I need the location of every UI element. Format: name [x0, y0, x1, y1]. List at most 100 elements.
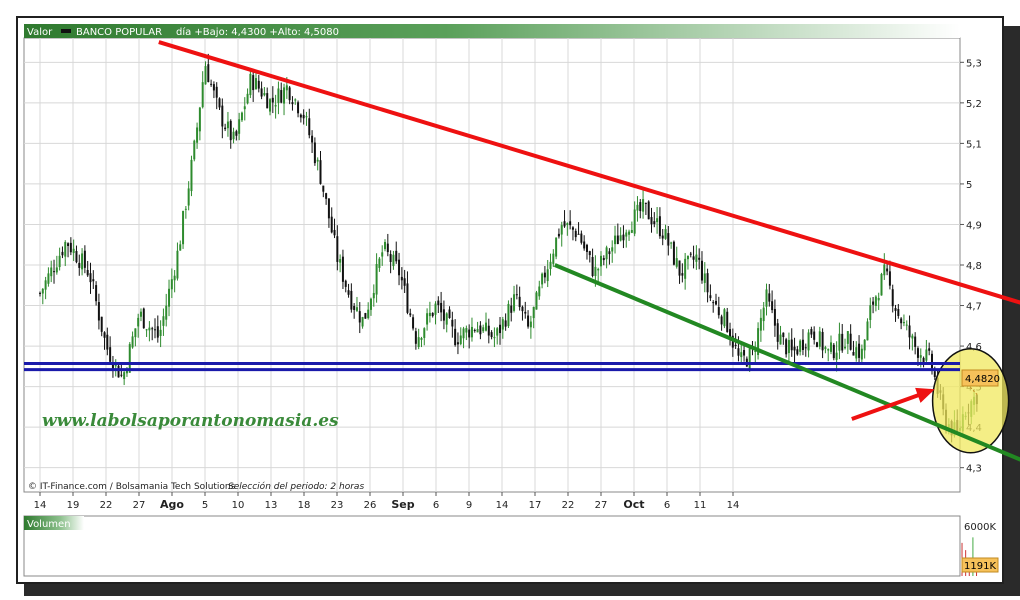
candle-body	[787, 340, 790, 354]
candle-body	[204, 66, 207, 85]
candle-body	[672, 241, 675, 265]
candle-body	[44, 280, 47, 290]
candle-body	[330, 216, 333, 233]
candle-body	[190, 159, 193, 192]
candle-body	[625, 232, 628, 237]
candle-body	[577, 233, 580, 235]
candle-body	[801, 339, 804, 350]
candle-body	[863, 339, 866, 351]
candle-body	[914, 336, 917, 347]
x-tick-label: 5	[202, 500, 208, 511]
candle-body	[628, 231, 631, 235]
candle-body	[757, 328, 760, 356]
candle-body	[552, 253, 555, 264]
candle-body	[111, 364, 114, 370]
candle-body	[524, 311, 527, 314]
last-price-badge	[961, 369, 999, 387]
resistance-trendline	[158, 40, 1020, 305]
candle-body	[72, 248, 75, 254]
x-tick-label: Oct	[623, 498, 644, 511]
candle-body	[549, 261, 552, 269]
candle-body	[639, 202, 642, 212]
candle-body	[302, 114, 305, 119]
y-tick-label: 5	[966, 180, 972, 191]
candle-body	[462, 328, 465, 339]
x-tick-label: 9	[466, 500, 472, 511]
candle-body	[667, 233, 670, 246]
legend-swatch	[61, 29, 71, 33]
candle-body	[731, 335, 734, 348]
candle-body	[39, 292, 41, 294]
candle-body	[97, 302, 100, 321]
candle-body	[353, 305, 356, 310]
candle-body	[465, 328, 468, 333]
candle-body	[821, 331, 824, 351]
candle-body	[235, 131, 238, 136]
y-tick-label: 4,6	[966, 342, 982, 353]
x-tick-label: 14	[727, 500, 740, 511]
candle-body	[532, 306, 535, 319]
candle-body	[653, 221, 656, 225]
candle-body	[482, 327, 485, 332]
candle-body	[860, 348, 863, 360]
candle-body	[269, 99, 272, 112]
candle-body	[566, 223, 569, 226]
candle-body	[473, 329, 476, 331]
candle-body	[807, 332, 810, 351]
candle-body	[726, 311, 729, 333]
source-credit: © IT-Finance.com / Bolsamania Tech Solut…	[28, 482, 236, 492]
x-tick-label: 11	[694, 500, 707, 511]
candle-body	[686, 255, 689, 260]
candle-body	[240, 112, 243, 121]
candle-body	[619, 235, 622, 241]
candle-body	[409, 313, 412, 316]
candle-body	[588, 251, 591, 256]
candle-body	[170, 279, 173, 290]
candle-body	[347, 290, 350, 295]
candle-body	[658, 216, 661, 237]
candle-body	[675, 258, 678, 267]
y-tick-label: 5,1	[966, 139, 982, 150]
candle-body	[442, 309, 445, 321]
candle-body	[336, 236, 339, 262]
candle-body	[299, 114, 302, 118]
header-stats: día +Bajo: 4,4300 +Alto: 4,5080	[176, 26, 339, 38]
candle-body	[535, 292, 538, 310]
candle-body	[120, 374, 123, 376]
candle-body	[50, 267, 53, 277]
candle-body	[785, 339, 788, 355]
candle-body	[176, 250, 179, 279]
candle-body	[644, 202, 647, 204]
candle-body	[919, 355, 922, 358]
candle-body	[392, 254, 395, 267]
candle-body	[832, 344, 835, 359]
candle-body	[117, 365, 120, 378]
candle-body	[173, 275, 176, 281]
candle-body	[246, 93, 249, 104]
volume-label: Volumen	[27, 519, 71, 530]
candle-body	[423, 328, 426, 338]
candle-body	[681, 273, 684, 276]
last-price-value: 4,4820	[965, 374, 1000, 385]
candle-body	[515, 294, 518, 296]
candle-body	[187, 188, 190, 206]
x-tick-label: 26	[364, 500, 377, 511]
candle-body	[277, 88, 280, 104]
candle-body	[154, 329, 157, 331]
x-tick-label: 27	[595, 500, 608, 511]
candle-body	[145, 329, 148, 331]
candle-body	[398, 259, 401, 276]
candle-body	[894, 308, 897, 311]
candle-body	[858, 343, 861, 358]
candle-body	[891, 289, 894, 307]
candle-body	[294, 99, 297, 101]
candle-body	[846, 331, 849, 344]
candle-body	[381, 252, 384, 257]
candle-body	[341, 256, 344, 282]
candle-body	[762, 307, 765, 322]
candle-body	[476, 329, 479, 333]
candle-body	[709, 295, 712, 299]
candle-body	[417, 337, 420, 347]
candle-body	[715, 300, 718, 305]
candle-body	[835, 352, 838, 360]
